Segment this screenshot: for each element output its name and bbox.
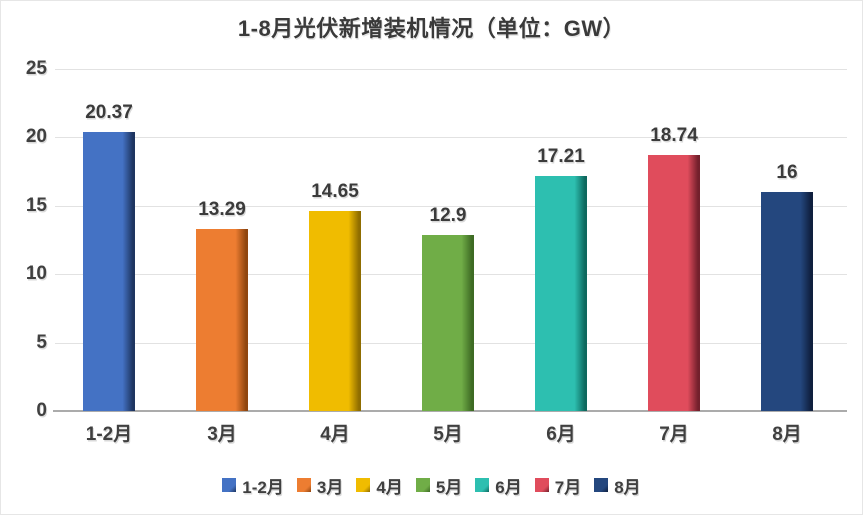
legend-swatch (415, 478, 430, 492)
legend-label: 5月 (435, 477, 463, 497)
legend-item: 7月 (534, 473, 582, 498)
legend-item: 1-2月 (222, 473, 284, 498)
y-axis-tick-label: 25 (25, 58, 47, 79)
legend-swatch (475, 478, 490, 492)
bar-value-label: 14.65 (311, 180, 359, 202)
legend-swatch (356, 478, 371, 492)
x-axis-label: 8月 (772, 424, 802, 445)
bar (761, 192, 813, 411)
legend-label: 3月 (316, 477, 344, 497)
gridline (55, 137, 847, 139)
bar-value-label: 16 (776, 162, 798, 184)
bar-value-label: 20.37 (85, 102, 133, 124)
bar (648, 154, 700, 411)
legend: 1-2月 3月 4月 5月 6月 7月 8月 (1, 472, 862, 498)
bar (535, 175, 587, 411)
bar-value-label: 17.21 (537, 145, 585, 167)
gridline (55, 69, 847, 70)
bar (422, 234, 474, 411)
gridline (55, 205, 847, 207)
legend-label: 4月 (376, 477, 403, 497)
y-axis-tick-label: 10 (25, 263, 47, 285)
bar (309, 210, 361, 411)
legend-item: 5月 (415, 473, 463, 498)
x-axis-label: 5月 (433, 424, 463, 445)
y-axis-tick-label: 5 (36, 331, 47, 353)
legend-swatch (594, 478, 609, 492)
legend-label: 1-2月 (242, 477, 284, 497)
y-axis-tick-label: 15 (25, 194, 47, 216)
legend-swatch (222, 478, 237, 492)
x-axis-label: 4月 (320, 424, 350, 445)
legend-swatch (534, 478, 549, 492)
x-axis-label: 7月 (659, 424, 689, 445)
bar-value-label: 18.74 (650, 124, 698, 146)
x-axis-line (53, 410, 847, 412)
legend-swatch (296, 478, 311, 492)
bar (83, 132, 135, 411)
bar-value-label: 13.29 (198, 199, 246, 221)
legend-item: 6月 (475, 473, 522, 498)
y-axis-tick-label: 20 (25, 126, 47, 148)
y-axis-tick-label: 0 (36, 400, 47, 421)
legend-item: 3月 (296, 473, 344, 498)
x-axis-label: 3月 (207, 424, 237, 445)
chart-title: 1-8月光伏新增装机情况（单位：GW） (237, 16, 626, 41)
x-axis-label: 6月 (546, 424, 576, 445)
legend-label: 8月 (614, 477, 641, 497)
legend-item: 4月 (356, 473, 403, 498)
legend-label: 6月 (495, 477, 522, 497)
legend-item: 8月 (594, 473, 641, 498)
legend-label: 7月 (554, 477, 582, 497)
x-axis-label: 1-2月 (85, 424, 133, 445)
bar (196, 229, 248, 411)
bar-value-label: 12.9 (429, 204, 467, 226)
